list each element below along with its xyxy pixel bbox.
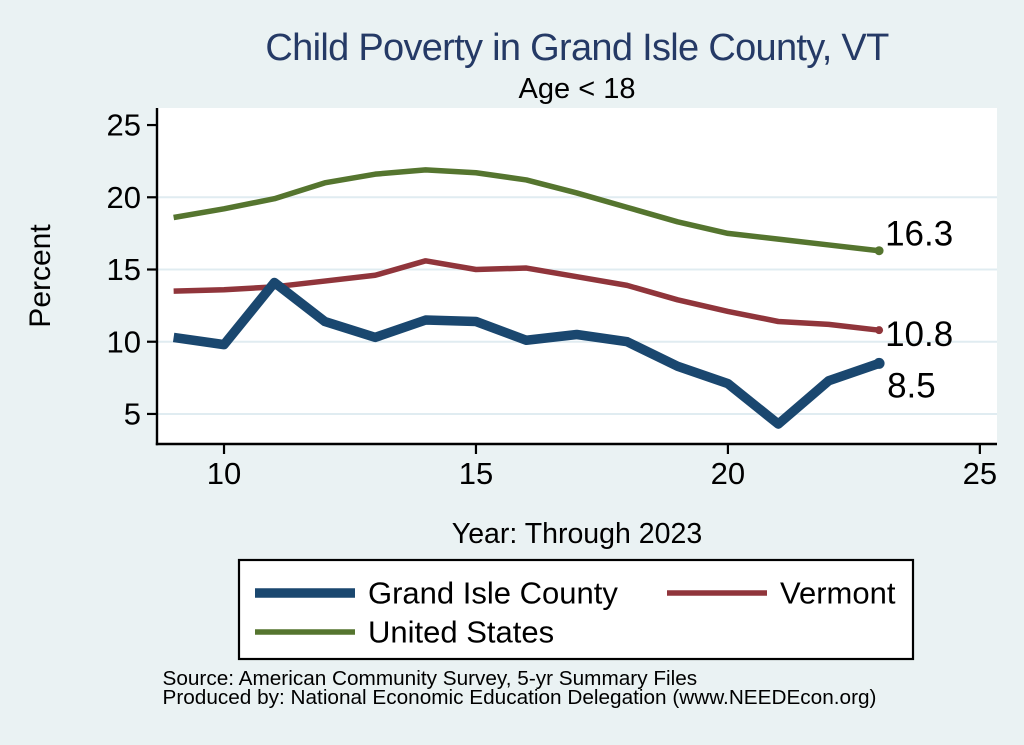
end-value-label-grand-isle-county: 8.5 (887, 366, 936, 405)
legend-item-grand-isle-county: Grand Isle County (255, 576, 618, 611)
x-tick-label-10: 10 (207, 456, 241, 491)
y-axis-title: Percent (24, 224, 57, 328)
x-axis-title: Year: Through 2023 (452, 518, 702, 550)
y-tick-label-20: 20 (107, 180, 141, 215)
y-tick-label-15: 15 (107, 252, 141, 287)
source-note: Source: American Community Survey, 5-yr … (163, 667, 698, 690)
series-lines (172, 167, 885, 429)
chart-title: Child Poverty in Grand Isle County, VT (265, 27, 889, 69)
end-value-label-vermont: 10.8 (885, 315, 953, 354)
produced-by-note: Produced by: National Economic Education… (163, 686, 877, 709)
legend-label: United States (368, 615, 554, 650)
series-end-value-labels: 16.3 10.8 8.5 (885, 215, 953, 406)
series-end-marker-united-states (874, 246, 884, 256)
tick-labels: 5 10 15 20 25 10 15 20 25 (107, 108, 998, 491)
legend: Grand Isle County Vermont United States (237, 558, 915, 661)
axes (147, 108, 997, 454)
series-line-united-states (173, 167, 880, 254)
legend-item-vermont: Vermont (667, 576, 896, 611)
series-line-grand-isle-county (172, 277, 881, 429)
end-value-label-united-states: 16.3 (885, 215, 953, 254)
series-line-vermont (173, 258, 880, 333)
x-tick-label-20: 20 (711, 456, 745, 491)
series-end-marker-vermont (875, 326, 884, 335)
y-tick-label-25: 25 (107, 108, 141, 143)
chart-subtitle: Age < 18 (519, 73, 636, 105)
y-tick-label-5: 5 (124, 397, 141, 432)
legend-label: Grand Isle County (368, 576, 618, 611)
gridlines (157, 196, 997, 415)
legend-label: Vermont (780, 576, 896, 611)
x-tick-label-15: 15 (459, 456, 493, 491)
legend-item-united-states: United States (255, 615, 554, 650)
x-tick-label-25: 25 (963, 456, 997, 491)
legend-box (237, 558, 915, 661)
y-tick-label-10: 10 (107, 324, 141, 359)
series-end-marker-grand-isle-county (873, 357, 885, 369)
